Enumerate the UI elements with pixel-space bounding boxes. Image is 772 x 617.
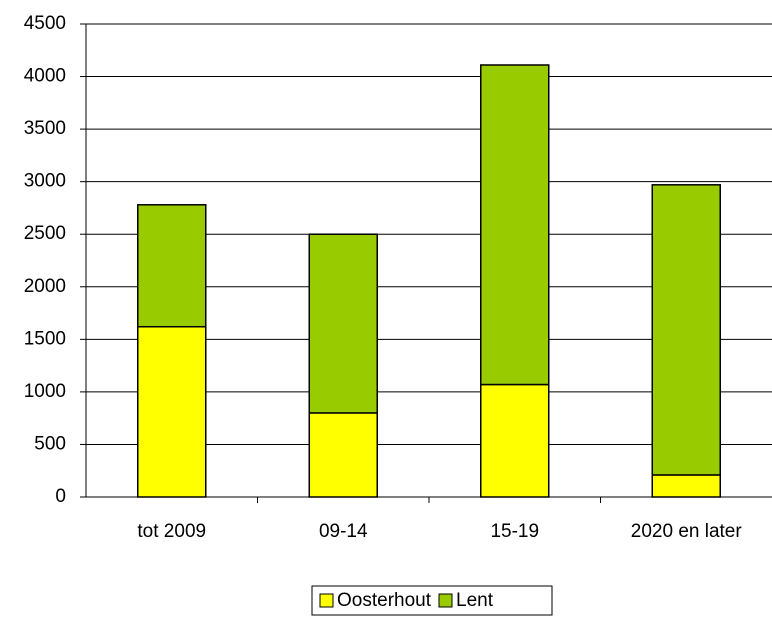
bar-segment <box>480 64 550 386</box>
bar-segment <box>308 233 378 414</box>
x-tick-label: 09-14 <box>319 521 368 542</box>
legend-swatch <box>438 593 453 608</box>
y-tick-label: 4000 <box>24 66 66 87</box>
bar-segment <box>137 325 207 498</box>
bar-segment <box>308 412 378 498</box>
y-tick-label: 2500 <box>24 223 66 244</box>
y-tick-label: 2000 <box>24 276 66 297</box>
y-tick-label: 1500 <box>24 328 66 349</box>
y-tick-label: 3000 <box>24 171 66 192</box>
bar-segment <box>137 204 207 328</box>
bar-segment <box>651 474 721 498</box>
legend-swatch <box>319 593 334 608</box>
legend-label: Lent <box>456 590 494 611</box>
y-tick-label: 3500 <box>24 118 66 139</box>
y-tick-label: 500 <box>34 433 66 454</box>
bar-segment <box>480 383 550 498</box>
y-tick-label: 0 <box>55 486 66 507</box>
x-tick-label: tot 2009 <box>137 521 206 542</box>
x-tick-label: 15-19 <box>490 521 539 542</box>
bar-segment <box>651 184 721 476</box>
x-tick-label: 2020 en later <box>631 521 743 542</box>
y-tick-label: 4500 <box>24 13 66 34</box>
legend-label: Oosterhout <box>337 590 432 611</box>
y-tick-label: 1000 <box>24 381 66 402</box>
legend-box <box>311 585 553 616</box>
